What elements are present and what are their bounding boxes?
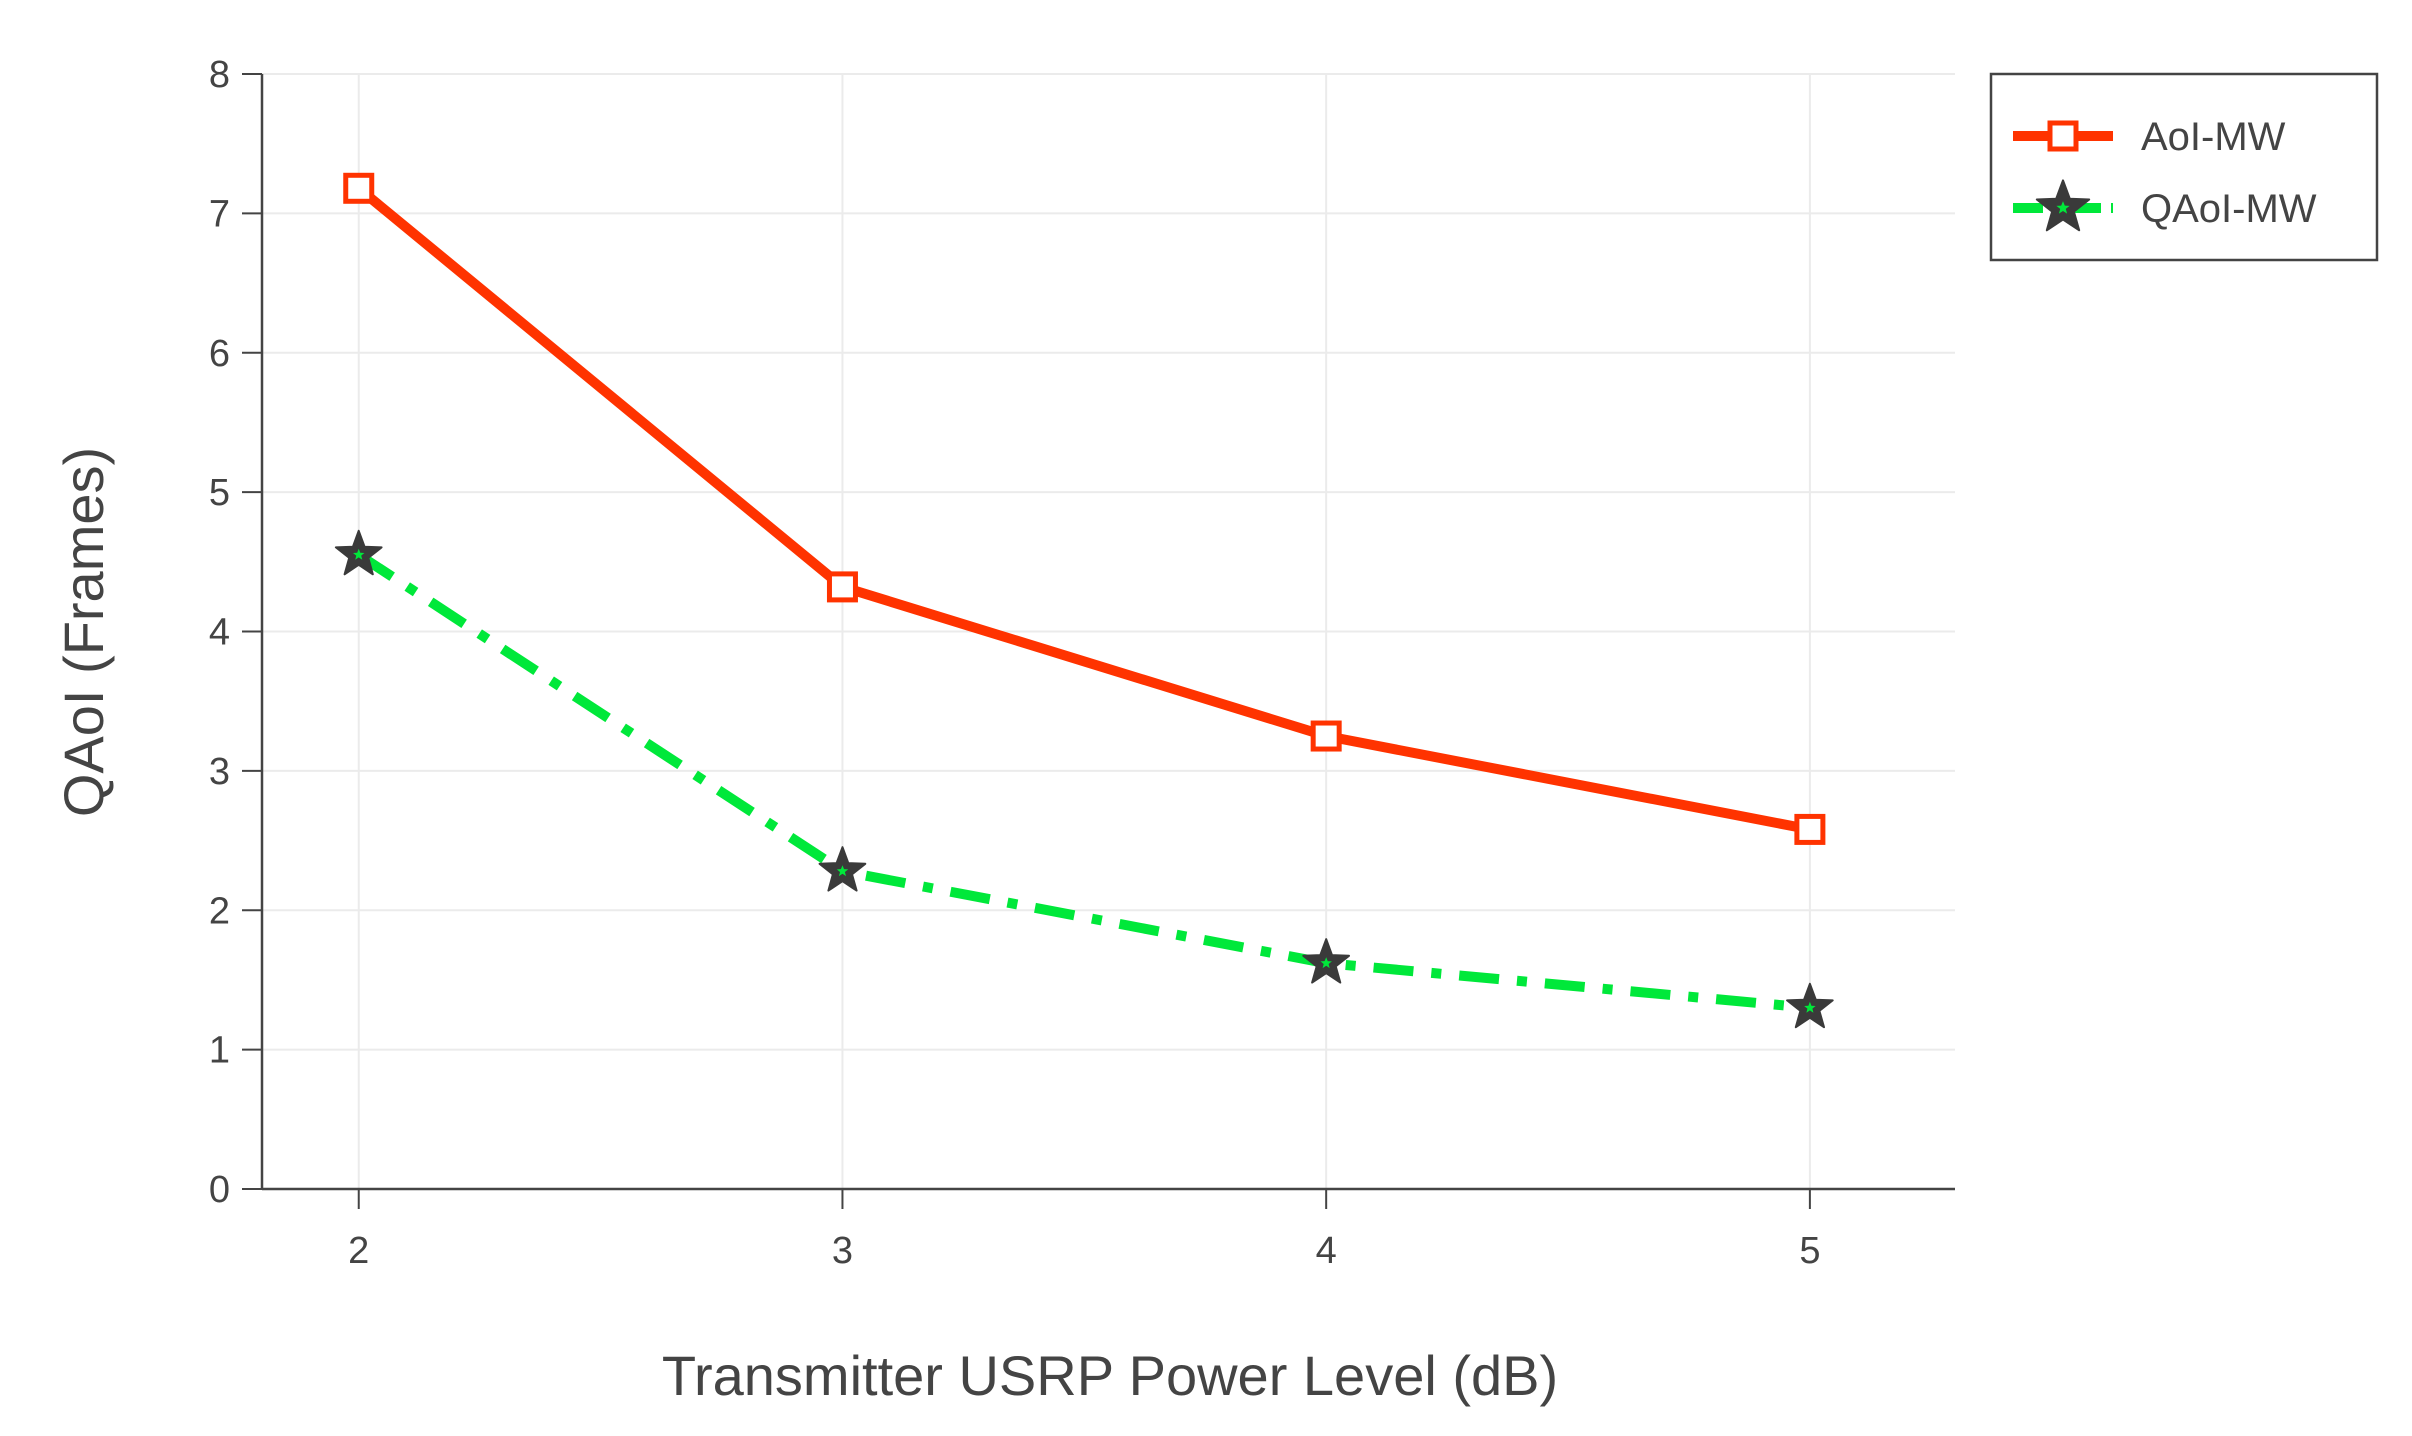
axes: 0 1 2 3 4 5 6 7 8 2 3 4 5 (209, 54, 1955, 1272)
legend-marker-qaoi-mw-center (2056, 201, 2070, 214)
data-point-aoi-mw (1794, 813, 1826, 845)
data-point-qaoi-mw-center (1804, 1001, 1816, 1013)
y-tick-label: 5 (209, 472, 230, 514)
data-point-qaoi-mw-center (353, 548, 365, 560)
series-markers (334, 172, 1834, 1029)
data-point-aoi-mw (826, 571, 858, 603)
data-point-aoi-mw (343, 172, 375, 204)
x-tick-label: 4 (1316, 1230, 1337, 1272)
legend-label-qaoi-mw: QAoI-MW (2141, 187, 2317, 231)
y-tick-label: 7 (209, 193, 230, 235)
legend-marker-aoi-mw (2047, 120, 2079, 152)
series-lines (355, 184, 1811, 1013)
legend: AoI-MW QAoI-MW (1989, 72, 2379, 262)
y-tick-label: 6 (209, 333, 230, 375)
y-tick-label: 8 (209, 54, 230, 96)
series-line-aoi-mw (355, 184, 1811, 835)
x-tick-label: 3 (832, 1230, 853, 1272)
data-point-qaoi-mw-center (1320, 957, 1332, 969)
x-tick-label: 5 (1799, 1230, 1820, 1272)
grid (262, 73, 1955, 1189)
y-tick-label: 1 (209, 1030, 230, 1072)
y-tick-label: 0 (209, 1169, 230, 1211)
legend-label-aoi-mw: AoI-MW (2141, 115, 2286, 159)
series-line-qaoi-mw (355, 550, 1811, 1013)
x-tick-label: 2 (348, 1230, 369, 1272)
y-tick-label: 4 (209, 612, 230, 654)
data-point-qaoi-mw-center (836, 865, 849, 877)
data-point-aoi-mw (1310, 720, 1342, 752)
y-tick-label: 2 (209, 890, 230, 932)
x-axis-title: Transmitter USRP Power Level (dB) (662, 1344, 1558, 1407)
y-tick-label: 3 (209, 751, 230, 793)
legend-box (1989, 72, 2379, 262)
y-axis-title: QAoI (Frames) (52, 447, 115, 817)
